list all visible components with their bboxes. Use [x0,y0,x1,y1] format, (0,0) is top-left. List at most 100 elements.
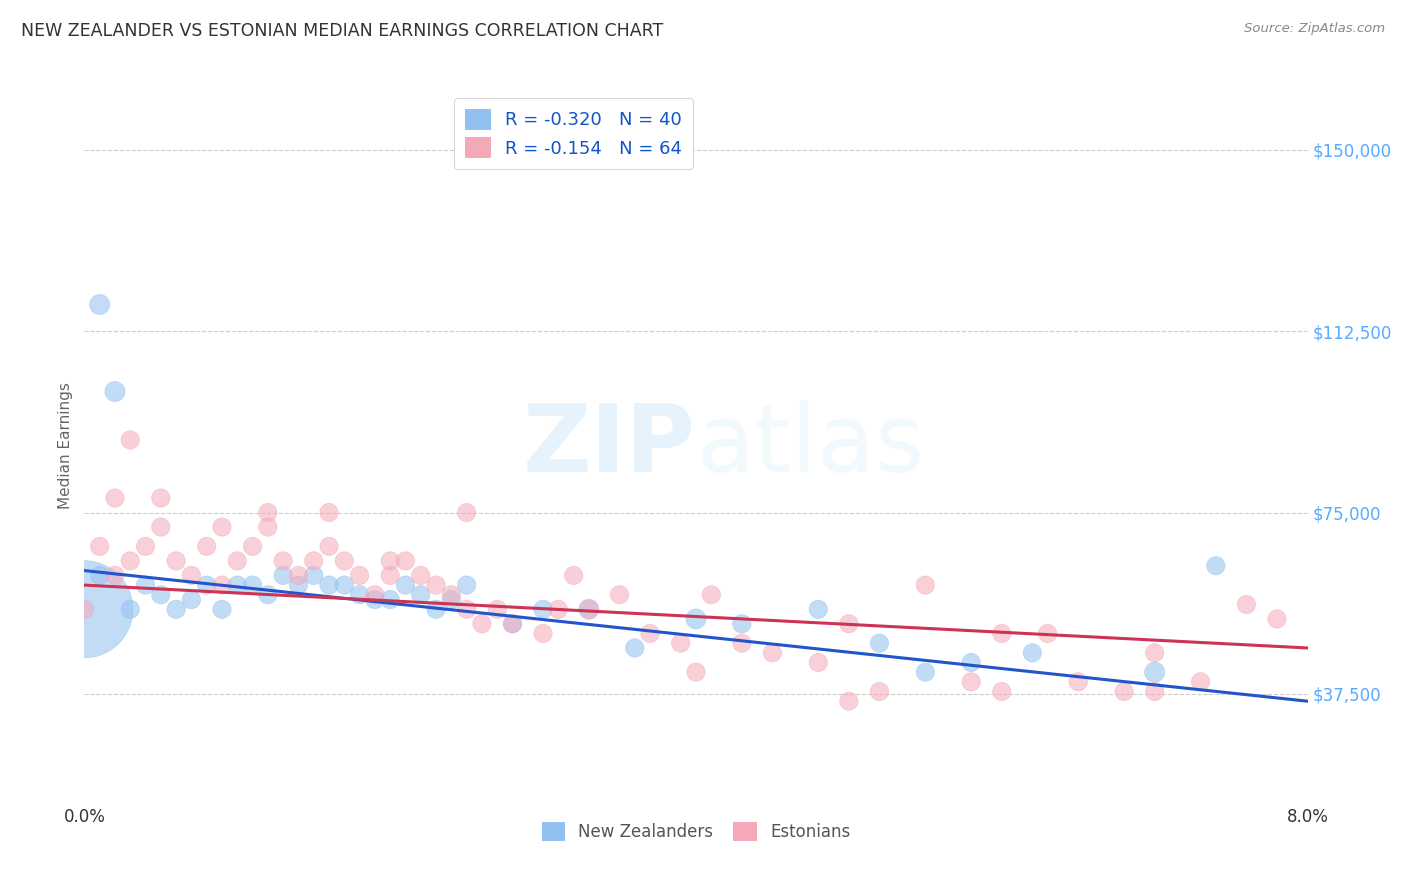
Point [394,554,416,568]
Point [624,640,647,655]
Point [471,616,494,631]
Point [364,588,387,602]
Text: NEW ZEALANDER VS ESTONIAN MEDIAN EARNINGS CORRELATION CHART: NEW ZEALANDER VS ESTONIAN MEDIAN EARNING… [21,22,664,40]
Point [869,636,891,650]
Point [226,578,249,592]
Point [761,646,783,660]
Point [869,684,891,698]
Point [73,602,96,616]
Point [380,568,402,582]
Point [287,578,309,592]
Point [425,578,447,592]
Point [609,588,631,602]
Point [578,602,600,616]
Point [960,674,983,689]
Point [440,588,463,602]
Point [195,578,218,592]
Point [394,578,416,592]
Point [242,578,264,592]
Point [104,384,127,399]
Text: ZIP: ZIP [523,400,696,492]
Point [318,506,340,520]
Point [120,433,142,447]
Point [287,568,309,582]
Point [440,592,463,607]
Point [838,616,860,631]
Point [120,554,142,568]
Point [1067,674,1090,689]
Point [669,636,692,650]
Point [456,578,478,592]
Point [380,554,402,568]
Point [242,540,264,554]
Point [409,568,432,582]
Point [149,491,172,505]
Point [1143,684,1166,698]
Point [195,540,218,554]
Point [838,694,860,708]
Point [380,592,402,607]
Point [1265,612,1288,626]
Point [257,520,280,534]
Point [1189,674,1212,689]
Point [991,684,1014,698]
Point [456,602,478,616]
Point [807,602,830,616]
Point [165,554,187,568]
Point [271,554,294,568]
Point [180,568,202,582]
Point [547,602,569,616]
Point [318,540,340,554]
Point [349,588,371,602]
Point [960,656,983,670]
Point [685,665,707,680]
Point [302,554,325,568]
Point [1236,598,1258,612]
Point [135,540,157,554]
Point [89,297,111,311]
Point [1143,665,1166,680]
Point [211,520,233,534]
Point [333,554,356,568]
Point [578,602,600,616]
Point [1143,646,1166,660]
Text: atlas: atlas [696,400,924,492]
Point [226,554,249,568]
Point [502,616,524,631]
Point [638,626,661,640]
Point [531,626,554,640]
Point [731,616,754,631]
Point [807,656,830,670]
Point [333,578,356,592]
Point [486,602,509,616]
Point [1021,646,1043,660]
Point [73,602,96,616]
Point [409,588,432,602]
Point [104,568,127,582]
Point [562,568,585,582]
Point [349,568,371,582]
Y-axis label: Median Earnings: Median Earnings [58,383,73,509]
Point [318,578,340,592]
Point [89,540,111,554]
Point [165,602,187,616]
Point [104,491,127,505]
Point [991,626,1014,640]
Point [149,588,172,602]
Point [257,588,280,602]
Point [364,592,387,607]
Point [149,520,172,534]
Point [531,602,554,616]
Point [89,568,111,582]
Point [211,578,233,592]
Point [1205,558,1227,573]
Legend: New Zealanders, Estonians: New Zealanders, Estonians [536,815,856,848]
Point [120,602,142,616]
Point [456,506,478,520]
Point [914,578,936,592]
Point [257,506,280,520]
Point [135,578,157,592]
Point [685,612,707,626]
Point [914,665,936,680]
Point [271,568,294,582]
